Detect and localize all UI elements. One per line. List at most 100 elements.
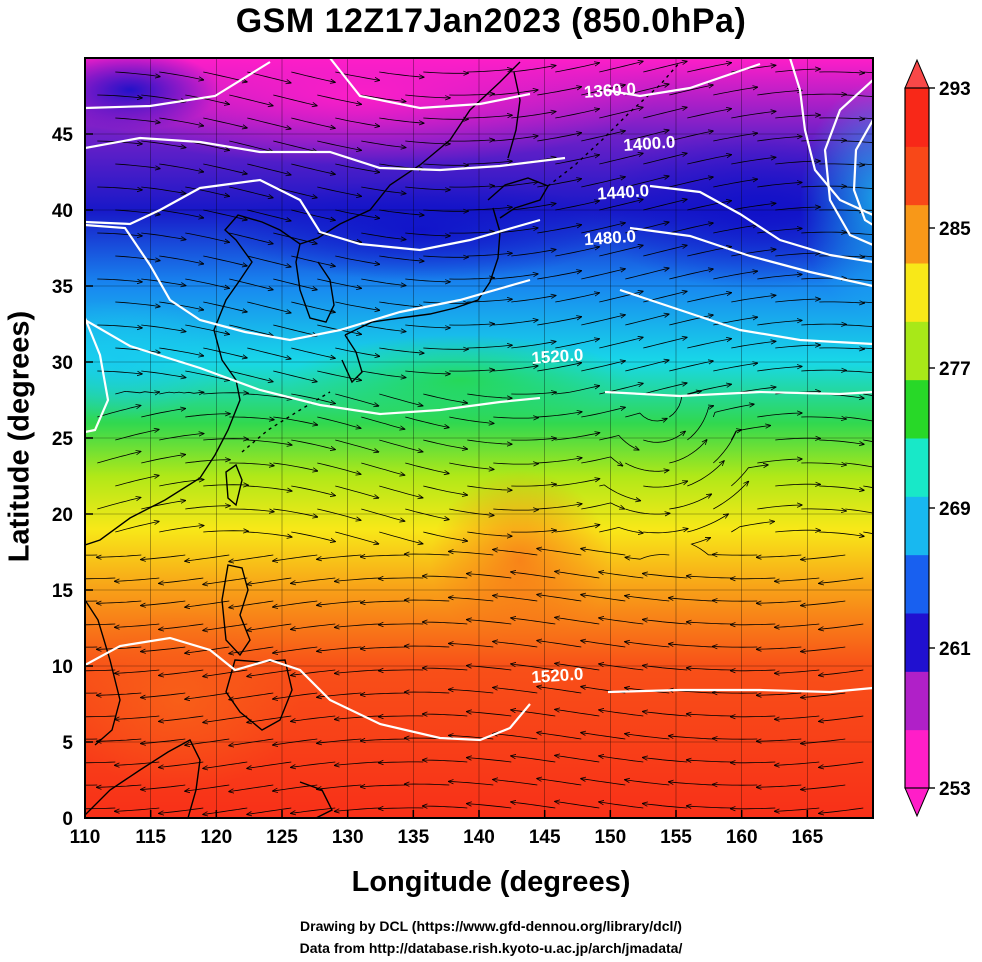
- streamline-134: [449, 232, 494, 233]
- streamline-314: [449, 462, 494, 469]
- streamline-58: [273, 140, 317, 152]
- streamline-493: [360, 693, 406, 695]
- streamline-245: [581, 361, 625, 372]
- y-axis-label: Latitude (degrees): [3, 310, 36, 563]
- streamline-528: [317, 738, 362, 743]
- streamline-23: [317, 94, 361, 104]
- streamline-179: [845, 278, 873, 282]
- streamline-378: [85, 554, 98, 556]
- streamline-583: [378, 808, 424, 809]
- streamline-447: [730, 624, 776, 625]
- streamline-247: [669, 361, 713, 372]
- streamline-510: [335, 715, 380, 719]
- streamline-135: [493, 228, 538, 234]
- streamline-158: [731, 249, 776, 257]
- x-axis-ticks: 110 115 120 125 130 135 140 145 150 155 160 165: [70, 810, 824, 848]
- y-tick-label: 10: [52, 657, 73, 678]
- streamline-370: [555, 525, 599, 533]
- streamline-457: [360, 647, 406, 649]
- streamline-577: [115, 807, 160, 811]
- streamline-445: [643, 620, 688, 625]
- streamline-348: [361, 508, 404, 521]
- colorbar-segment: [905, 438, 929, 497]
- streamline-148: [291, 255, 335, 266]
- colorbar-segment: [905, 496, 929, 556]
- streamline-223: [423, 348, 468, 349]
- contour-1480: [85, 223, 873, 346]
- streamline-132: [361, 232, 406, 240]
- streamline-451: [96, 647, 142, 649]
- streamline-147: [247, 255, 291, 267]
- streamline-40: [291, 117, 335, 128]
- streamline-425: [537, 595, 582, 602]
- streamline-433: [115, 623, 160, 627]
- streamline-311: [317, 462, 361, 474]
- streamline-227: [599, 337, 643, 349]
- streamline-282: [625, 412, 667, 421]
- streamline-331: [423, 485, 467, 495]
- streamline-416: [141, 600, 186, 606]
- streamline-177: [757, 274, 802, 280]
- streamline-270: [97, 405, 141, 418]
- streamline-324: [115, 475, 159, 487]
- streamline-405: [467, 574, 512, 579]
- colorbar-label: 293: [939, 79, 971, 100]
- streamline-141: [757, 228, 802, 234]
- streamline-478: [511, 664, 556, 671]
- streamline-262: [555, 386, 599, 395]
- streamline-46: [555, 109, 599, 119]
- streamline-360: [115, 521, 159, 533]
- streamline-347: [317, 508, 361, 520]
- coast-indochina: [85, 599, 121, 746]
- streamline-450: [85, 646, 98, 648]
- colorbar-min-triangle: [904, 787, 930, 818]
- streamline-130: [273, 232, 317, 244]
- streamline-283: [669, 391, 701, 418]
- streamline-66: [625, 130, 669, 142]
- streamline-119: [599, 199, 643, 211]
- x-tick-label: 165: [791, 827, 823, 848]
- streamline-350: [449, 508, 494, 515]
- streamline-144: [115, 255, 160, 261]
- streamline-73: [159, 163, 203, 172]
- streamline-241: [405, 370, 450, 374]
- streamline-546: [335, 761, 380, 765]
- streamline-265: [687, 384, 731, 395]
- streamline-374: [731, 521, 774, 533]
- streamline-193: [687, 293, 731, 303]
- streamline-86: [731, 157, 776, 165]
- streamline-443: [555, 617, 600, 625]
- streamline-128: [185, 232, 229, 242]
- streamline-234: [97, 370, 142, 374]
- streamline-211: [669, 315, 713, 326]
- streamline-429: [712, 601, 758, 602]
- coast-luzon: [221, 564, 251, 657]
- streamline-342: [97, 497, 141, 510]
- streamline-103: [669, 177, 713, 188]
- streamline-318: [625, 462, 669, 471]
- streamline-79: [423, 164, 468, 165]
- streamline-576: [85, 807, 116, 810]
- streamline-30: [625, 84, 669, 96]
- streamline-114: [379, 209, 424, 215]
- y-tick-label: 45: [52, 125, 74, 146]
- streamline-548: [422, 760, 468, 762]
- streamline-102: [625, 176, 669, 188]
- streamline-32: [713, 87, 757, 96]
- streamline-295: [423, 439, 467, 449]
- streamline-233: [863, 347, 873, 350]
- streamline-96: [361, 186, 406, 194]
- streamline-152: [467, 253, 512, 257]
- streamline-503: [801, 692, 846, 698]
- streamline-22: [273, 94, 317, 106]
- streamline-430: [756, 601, 802, 603]
- streamline-432: [85, 623, 116, 626]
- streamline-497: [537, 687, 582, 694]
- streamline-99: [493, 182, 538, 188]
- streamline-224: [467, 345, 512, 349]
- streamline-529: [360, 739, 406, 741]
- streamline-505: [115, 715, 160, 719]
- streamline-561: [185, 784, 230, 791]
- colorbar-segment: [905, 146, 929, 206]
- streamline-520: [775, 715, 820, 719]
